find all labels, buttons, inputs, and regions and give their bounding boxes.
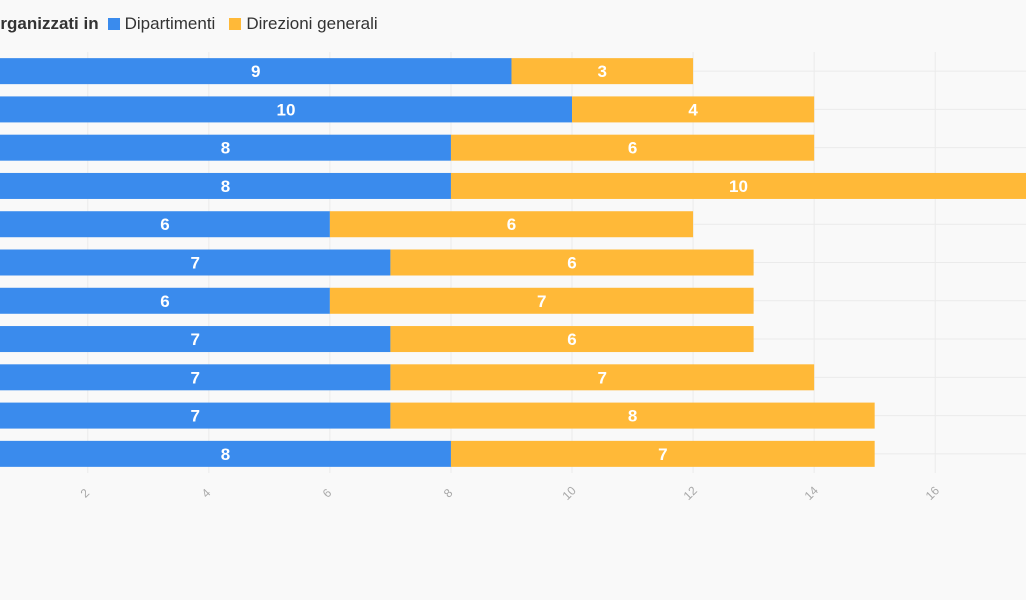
data-label-direzioni-generali-row-7: 6 (567, 330, 576, 349)
x-tick-label-6: 6 (320, 486, 335, 501)
bar-direzioni-generali-row-8 (390, 364, 815, 391)
legend-swatch-dipartimenti (107, 18, 120, 30)
x-tick-label-8: 8 (441, 486, 456, 501)
bar-direzioni-generali-row-5 (390, 249, 754, 276)
x-tick-label-16: 16 (923, 483, 943, 503)
data-label-dipartimenti-row-6: 6 (160, 292, 169, 311)
data-label-direzioni-generali-row-3: 10 (729, 177, 748, 196)
x-tick-label-4: 4 (199, 486, 214, 501)
data-label-direzioni-generali-row-2: 6 (628, 139, 637, 158)
data-label-direzioni-generali-row-0: 3 (598, 62, 607, 81)
data-label-dipartimenti-row-9: 7 (190, 407, 199, 426)
x-tick-label-14: 14 (802, 483, 822, 503)
legend-title: organizzati in (0, 14, 99, 33)
bar-direzioni-generali-row-4 (329, 211, 694, 238)
legend-swatch-direzioni-generali (229, 18, 242, 30)
data-label-direzioni-generali-row-5: 6 (567, 254, 576, 273)
bar-direzioni-generali-row-2 (450, 134, 815, 161)
data-label-dipartimenti-row-5: 7 (190, 254, 199, 273)
bar-direzioni-generali-row-9 (390, 402, 875, 429)
bar-direzioni-generali-row-1 (572, 96, 815, 123)
bar-dipartimenti-row-6 (0, 287, 330, 314)
bar-dipartimenti-row-10 (0, 440, 451, 467)
x-tick-label-10: 10 (560, 483, 580, 503)
bar-direzioni-generali-row-0 (511, 58, 694, 85)
bar-dipartimenti-row-2 (0, 134, 451, 161)
data-label-dipartimenti-row-3: 8 (221, 177, 230, 196)
data-label-dipartimenti-row-1: 10 (277, 100, 296, 119)
bar-dipartimenti-row-0 (0, 58, 512, 85)
bar-direzioni-generali-row-10 (450, 440, 875, 467)
data-label-direzioni-generali-row-8: 7 (598, 368, 607, 387)
x-tick-label-2: 2 (78, 486, 93, 501)
data-label-direzioni-generali-row-9: 8 (628, 407, 637, 426)
data-label-dipartimenti-row-10: 8 (221, 445, 230, 464)
bar-dipartimenti-row-4 (0, 211, 330, 238)
bar-dipartimenti-row-9 (0, 402, 391, 429)
bar-direzioni-generali-row-3 (450, 172, 1026, 199)
data-label-dipartimenti-row-7: 7 (190, 330, 199, 349)
bar-dipartimenti-row-5 (0, 249, 391, 276)
bar-direzioni-generali-row-7 (390, 326, 754, 353)
data-label-dipartimenti-row-4: 6 (160, 215, 169, 234)
data-label-direzioni-generali-row-4: 6 (507, 215, 516, 234)
data-label-dipartimenti-row-0: 9 (251, 62, 260, 81)
x-tick-label-12: 12 (681, 483, 701, 503)
bar-direzioni-generali-row-6 (329, 287, 754, 314)
legend: organizzati in Dipartimenti Direzioni ge… (0, 12, 392, 36)
data-label-direzioni-generali-row-1: 4 (688, 100, 698, 119)
data-label-direzioni-generali-row-10: 7 (658, 445, 667, 464)
legend-label-direzioni-generali: Direzioni generali (246, 14, 378, 33)
data-label-direzioni-generali-row-6: 7 (537, 292, 546, 311)
data-label-dipartimenti-row-8: 7 (190, 368, 199, 387)
legend-label-dipartimenti: Dipartimenti (124, 14, 216, 33)
bar-dipartimenti-row-8 (0, 364, 391, 391)
bar-dipartimenti-row-7 (0, 326, 391, 353)
bar-dipartimenti-row-1 (0, 96, 573, 123)
legend-item-dipartimenti[interactable]: Dipartimenti (107, 14, 216, 34)
legend-item-direzioni-generali[interactable]: Direzioni generali (229, 14, 378, 34)
data-label-dipartimenti-row-2: 8 (221, 139, 230, 158)
bar-dipartimenti-row-3 (0, 172, 451, 199)
